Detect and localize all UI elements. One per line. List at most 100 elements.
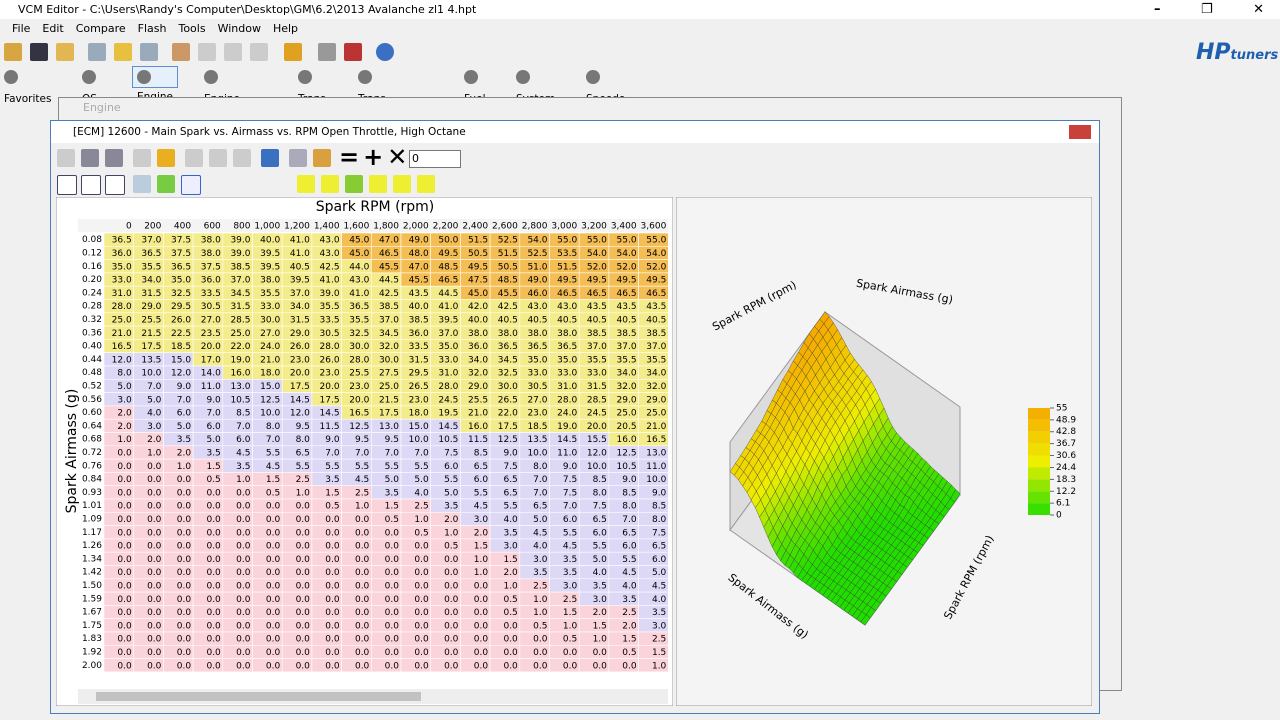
tool[interactable] (369, 175, 387, 193)
cell: 0.0 (325, 621, 340, 631)
cell: 37.5 (171, 249, 191, 259)
cell: 0.0 (206, 555, 221, 565)
tool[interactable] (209, 149, 227, 167)
copy[interactable] (289, 149, 307, 167)
value-input[interactable]: 0 (409, 150, 461, 168)
tab[interactable]: Trans Diag (358, 66, 386, 127)
cell: 0.0 (355, 595, 370, 605)
cell: 21.0 (468, 409, 488, 419)
tool[interactable] (250, 43, 268, 61)
cell: 54.0 (587, 249, 607, 259)
cell: 0.0 (414, 542, 429, 552)
minimize[interactable]: – (1154, 2, 1161, 17)
cell: 29.0 (141, 302, 161, 312)
cell: 36.5 (171, 262, 191, 272)
tab[interactable]: Fuel Sys (464, 66, 486, 127)
tab[interactable]: Engine (132, 66, 178, 103)
tab[interactable]: Trans (298, 66, 326, 105)
tool[interactable] (185, 149, 203, 167)
menu-item[interactable]: Compare (75, 22, 126, 35)
tab[interactable]: OS (82, 66, 100, 105)
cell: 7.5 (563, 488, 577, 498)
cell: 1.5 (622, 635, 636, 645)
cell: 39.5 (290, 276, 310, 286)
cell: 33.5 (201, 289, 221, 299)
menu-item[interactable]: File (12, 22, 31, 35)
menu-item[interactable]: Flash (137, 22, 167, 35)
view[interactable] (157, 175, 175, 193)
tool[interactable] (133, 149, 151, 167)
view[interactable] (81, 175, 101, 195)
cell: 0.0 (503, 661, 518, 671)
paste[interactable] (313, 149, 331, 167)
tab[interactable]: Engine Diag (204, 66, 240, 127)
column-header: 3,000 (551, 222, 577, 232)
tool[interactable] (345, 175, 363, 193)
scroll-thumb[interactable] (96, 692, 421, 701)
cell: 31.0 (112, 289, 132, 299)
tool[interactable] (318, 43, 336, 61)
menu-item[interactable]: Tools (178, 22, 206, 35)
maximize[interactable]: ❐ (1200, 2, 1213, 17)
view[interactable] (133, 175, 151, 193)
cell: 0.0 (206, 621, 221, 631)
cell: 12.5 (498, 435, 518, 445)
cell: 0.0 (474, 595, 489, 605)
tool[interactable] (81, 149, 99, 167)
cell: 16.5 (112, 342, 132, 352)
menu-item[interactable]: Help (272, 22, 299, 35)
tool[interactable] (284, 43, 302, 61)
cell: 6.0 (563, 515, 578, 525)
tab[interactable]: System (516, 66, 555, 105)
close[interactable] (1069, 125, 1091, 139)
cell: 14.5 (320, 409, 340, 419)
cell: 25.5 (349, 369, 369, 379)
colorbar-segment (1028, 491, 1050, 504)
cell: 36.5 (349, 302, 369, 312)
tool[interactable] (233, 149, 251, 167)
cell: 0.0 (117, 635, 132, 645)
tab[interactable]: Speedo (586, 66, 625, 105)
tool[interactable] (198, 43, 216, 61)
tool[interactable] (57, 149, 75, 167)
tool[interactable] (114, 43, 132, 61)
tool[interactable] (172, 43, 190, 61)
view[interactable] (57, 175, 77, 195)
tool[interactable] (224, 43, 242, 61)
tool[interactable] (157, 149, 175, 167)
folder[interactable] (56, 43, 74, 61)
tool[interactable] (393, 175, 411, 193)
tool[interactable] (105, 149, 123, 167)
cell: 23.0 (320, 369, 340, 379)
tab[interactable]: Favorites (4, 66, 51, 105)
cell: 40.5 (557, 315, 577, 325)
operators[interactable]: =+✕ (339, 143, 412, 171)
tool[interactable] (88, 43, 106, 61)
cell: 0.0 (355, 555, 370, 565)
open[interactable] (4, 43, 22, 61)
cell: 25.5 (141, 315, 161, 325)
close[interactable]: ✕ (1253, 2, 1264, 17)
save[interactable] (30, 43, 48, 61)
cell: 0.0 (117, 488, 132, 498)
tool[interactable] (297, 175, 315, 193)
tool[interactable] (417, 175, 435, 193)
cell: 31.0 (557, 382, 577, 392)
cell: 38.0 (260, 276, 280, 286)
cell: 39.0 (320, 289, 340, 299)
tool[interactable] (321, 175, 339, 193)
cell: 1.0 (117, 435, 132, 445)
cell: 18.5 (527, 422, 547, 432)
cell: 47.0 (409, 262, 429, 272)
tool[interactable] (140, 43, 158, 61)
tool[interactable] (344, 43, 362, 61)
view[interactable] (181, 175, 201, 195)
cell: 2.0 (444, 515, 459, 525)
cell: 5.0 (206, 435, 221, 445)
undo[interactable] (261, 149, 279, 167)
info[interactable] (376, 43, 394, 61)
menu-item[interactable]: Window (217, 22, 261, 35)
menu-item[interactable]: Edit (42, 22, 64, 35)
view[interactable] (105, 175, 125, 195)
cell: 0.0 (117, 595, 132, 605)
